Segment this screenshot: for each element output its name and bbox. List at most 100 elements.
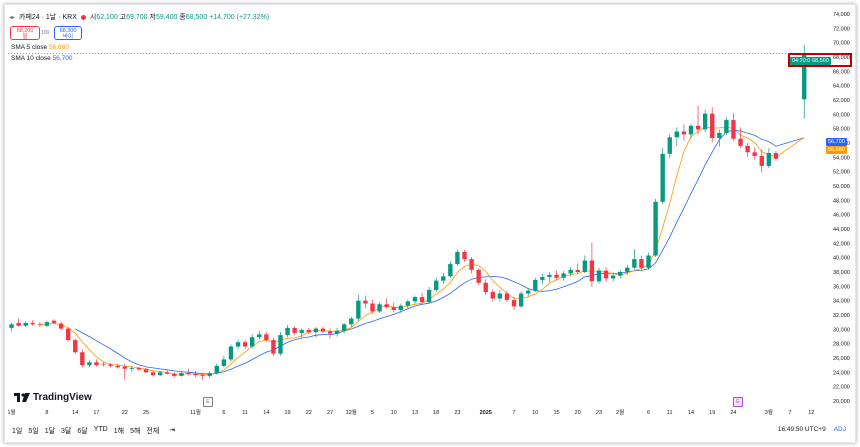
clock-time[interactable]: 16:49:50 UTC+9 bbox=[777, 426, 826, 433]
candle-body bbox=[65, 328, 71, 341]
candle-body bbox=[667, 137, 672, 154]
y-tick-label: 48,000 bbox=[833, 198, 850, 204]
candle-body bbox=[596, 270, 602, 282]
y-tick-label: 72,000 bbox=[833, 26, 850, 32]
ohlc-values: 시62,100 고69,700 저59,400 종68,500 +14,700 … bbox=[89, 14, 270, 21]
candle-body bbox=[561, 273, 566, 278]
timeframe-6m[interactable]: 6달 bbox=[77, 428, 88, 435]
candle-body bbox=[462, 251, 467, 260]
candle-body bbox=[341, 324, 347, 331]
candle-body bbox=[143, 369, 149, 373]
timeframe-ytd[interactable]: YTD bbox=[93, 426, 108, 433]
candle-body bbox=[483, 282, 488, 293]
adj-toggle[interactable]: ADJ bbox=[833, 426, 846, 433]
candle-body bbox=[802, 53, 807, 100]
chevron-icon[interactable]: ◂▸ bbox=[9, 14, 16, 21]
symbol-header[interactable]: ◂▸ 카페24 · 1날 · KRX 시62,100 고69,700 저59,4… bbox=[9, 12, 269, 22]
x-tick-label: 3월 bbox=[765, 408, 773, 416]
earnings-event-marker[interactable]: E bbox=[203, 397, 213, 407]
timeframe-1m[interactable]: 1달 bbox=[44, 428, 56, 435]
x-tick-label: 15 bbox=[553, 410, 559, 416]
x-tick-label: 19 bbox=[709, 410, 715, 416]
y-tick-label: 24,000 bbox=[833, 370, 850, 376]
candle-body bbox=[398, 305, 404, 310]
candle-body bbox=[582, 260, 588, 272]
candle-body bbox=[773, 153, 779, 159]
x-tick-label: 6 bbox=[647, 410, 650, 416]
date-range-icon[interactable]: ⇥ bbox=[169, 427, 176, 434]
candle-body bbox=[695, 125, 701, 130]
candle-body bbox=[320, 328, 326, 332]
candle-body bbox=[752, 152, 757, 156]
candle-body bbox=[327, 331, 333, 334]
x-tick-label: 23 bbox=[596, 410, 602, 416]
sma10-legend[interactable]: SMA 10 close 56,700 bbox=[11, 55, 72, 62]
y-tick-label: 36,000 bbox=[833, 284, 850, 290]
candle-body bbox=[547, 274, 552, 278]
tradingview-logo-icon bbox=[14, 393, 30, 402]
timeframe-5y[interactable]: 5해 bbox=[130, 428, 141, 435]
sma5-label: SMA 5 close bbox=[11, 44, 48, 51]
x-tick-label: 14 bbox=[72, 410, 78, 416]
candle-body bbox=[150, 372, 156, 376]
y-tick-label: 46,000 bbox=[833, 213, 850, 219]
x-tick-label: 11월 bbox=[190, 408, 201, 416]
candle-body bbox=[165, 372, 170, 374]
candle-body bbox=[639, 259, 644, 268]
candle-body bbox=[58, 323, 64, 329]
candle-body bbox=[242, 342, 248, 347]
candle-body bbox=[518, 293, 524, 307]
candle-body bbox=[264, 334, 269, 341]
last-price-highlight-box bbox=[788, 53, 852, 67]
candle-body bbox=[717, 132, 722, 138]
y-tick-label: 44,000 bbox=[833, 227, 850, 233]
candle-body bbox=[37, 324, 43, 326]
y-tick-label: 20,000 bbox=[833, 399, 850, 405]
y-tick-label: 30,000 bbox=[833, 327, 850, 333]
candle-body bbox=[710, 113, 715, 138]
candle-body bbox=[179, 373, 184, 376]
y-tick-label: 62,000 bbox=[833, 98, 850, 104]
market-status-dot-icon bbox=[80, 14, 86, 20]
candle-body bbox=[299, 330, 304, 333]
y-tick-label: 28,000 bbox=[833, 342, 850, 348]
timeframe-3m[interactable]: 3달 bbox=[61, 428, 72, 435]
x-tick-label: 11 bbox=[667, 410, 673, 416]
candle-body bbox=[73, 340, 78, 353]
y-tick-label: 58,000 bbox=[833, 127, 850, 133]
timeframe-1y[interactable]: 1해 bbox=[113, 428, 125, 435]
candle-body bbox=[575, 269, 580, 272]
timeframe-1d[interactable]: 1일 bbox=[12, 428, 23, 435]
candle-body bbox=[419, 297, 425, 303]
candle-body bbox=[618, 272, 623, 276]
candle-body bbox=[108, 364, 113, 366]
x-tick-label: 5 bbox=[371, 410, 374, 416]
y-tick-label: 68,000 bbox=[833, 55, 850, 61]
timeframe-bar: 1일 5일 1달 3달 6달 YTD 1해 5해 전체 ⇥ bbox=[12, 426, 175, 436]
timeframe-5d[interactable]: 5일 bbox=[28, 428, 39, 435]
buy-button[interactable]: 68,300 바이 bbox=[54, 26, 82, 40]
candle-body bbox=[759, 155, 764, 166]
candle-body bbox=[292, 327, 297, 333]
x-tick-label: 23 bbox=[454, 410, 460, 416]
y-tick-label: 52,000 bbox=[833, 170, 850, 176]
sma5-legend[interactable]: SMA 5 close 56,680 bbox=[11, 44, 69, 51]
x-tick-label: 2025 bbox=[480, 410, 492, 416]
earnings-event-marker[interactable]: E bbox=[733, 397, 743, 407]
y-tick-label: 40,000 bbox=[833, 256, 850, 262]
y-tick-label: 38,000 bbox=[833, 270, 850, 276]
x-tick-label: 7 bbox=[513, 410, 516, 416]
timeframe-all[interactable]: 전체 bbox=[146, 428, 160, 435]
candle-body bbox=[51, 320, 57, 323]
candle-body bbox=[610, 275, 616, 279]
candle-body bbox=[660, 153, 665, 202]
sell-button[interactable]: 68,200 팔 bbox=[10, 26, 40, 40]
tradingview-logo[interactable]: TradingView bbox=[14, 392, 92, 403]
spread-value: 100 bbox=[41, 30, 50, 36]
candle-body bbox=[603, 270, 609, 279]
candle-body bbox=[257, 334, 262, 338]
candle-body bbox=[745, 145, 750, 153]
candle-body bbox=[115, 365, 120, 368]
symbol-title[interactable]: 카페24 · 1날 · KRX bbox=[19, 14, 77, 21]
